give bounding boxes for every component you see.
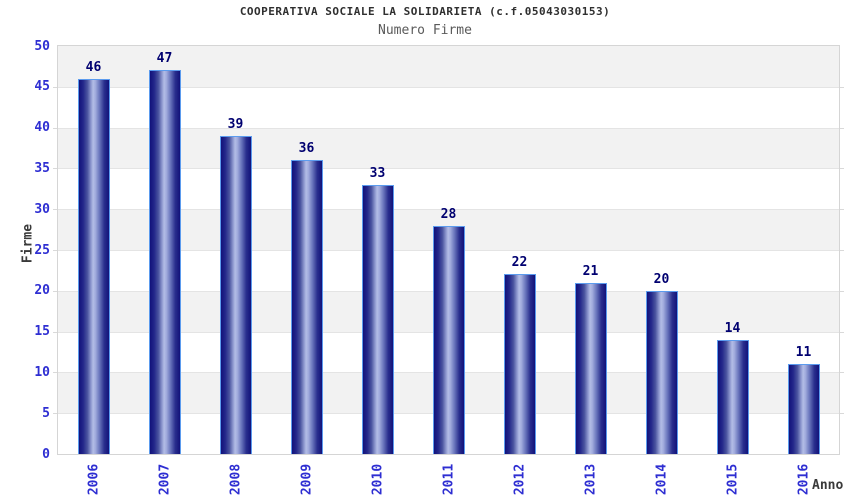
grid-band <box>58 168 839 210</box>
bar-2014 <box>645 290 678 454</box>
x-tick-label-2008: 2008 <box>228 463 243 496</box>
axis-tick-mark <box>840 413 844 415</box>
y-tick-label: 45 <box>34 79 50 95</box>
axis-tick-mark <box>840 331 844 333</box>
x-tick-label-2014: 2014 <box>654 463 669 496</box>
chart-title: COOPERATIVA SOCIALE LA SOLIDARIETA (c.f.… <box>239 5 611 18</box>
bar-2016 <box>787 364 820 454</box>
bar-2013 <box>574 282 607 454</box>
y-tick-label: 0 <box>42 446 50 462</box>
x-tick-label-2012: 2012 <box>512 463 527 496</box>
axis-tick-mark <box>840 168 844 170</box>
y-tick-label: 5 <box>42 405 50 421</box>
axis-tick-mark <box>840 127 844 129</box>
chart-subtitle: Numero Firme <box>378 23 472 38</box>
bar-value-label: 36 <box>298 141 315 157</box>
axis-tick-mark <box>53 86 57 88</box>
axis-tick-mark <box>53 290 57 292</box>
y-tick-label: 10 <box>34 364 50 380</box>
axis-tick-mark <box>53 413 57 415</box>
y-tick-label: 30 <box>34 201 50 217</box>
bar-2010 <box>361 184 394 454</box>
bar-2012 <box>503 274 536 454</box>
y-tick-label: 50 <box>34 38 50 54</box>
grid-band <box>58 86 839 128</box>
axis-tick-mark <box>840 86 844 88</box>
bar-2006 <box>77 78 110 454</box>
axis-tick-mark <box>53 372 57 374</box>
bar-value-label: 14 <box>724 320 741 336</box>
axis-tick-mark <box>840 372 844 374</box>
grid-band <box>58 127 839 169</box>
bar-value-label: 11 <box>795 345 812 361</box>
x-tick-label-2013: 2013 <box>583 463 598 496</box>
bar-value-label: 28 <box>440 206 457 222</box>
bar-value-label: 33 <box>369 165 386 181</box>
grid-band <box>58 46 839 87</box>
x-tick-label-2015: 2015 <box>725 463 740 496</box>
y-tick-label: 35 <box>34 160 50 176</box>
axis-tick-mark <box>53 250 57 251</box>
bar-value-label: 47 <box>156 51 173 67</box>
bar-value-label: 22 <box>511 255 528 271</box>
x-tick-label-2011: 2011 <box>441 463 456 496</box>
bar-2007 <box>148 70 181 454</box>
x-tick-label-2006: 2006 <box>86 463 101 496</box>
axis-tick-mark <box>53 331 57 333</box>
bar-value-label: 46 <box>85 59 102 75</box>
x-tick-label-2007: 2007 <box>157 463 172 496</box>
y-tick-label: 20 <box>34 283 50 299</box>
bar-2009 <box>290 160 323 454</box>
x-tick-label-2009: 2009 <box>299 463 314 496</box>
bar-value-label: 39 <box>227 116 244 132</box>
bar-2008 <box>219 135 252 454</box>
x-tick-label-2010: 2010 <box>370 463 385 496</box>
axis-tick-mark <box>53 168 57 170</box>
bar-value-label: 21 <box>582 263 599 279</box>
bar-2015 <box>716 339 749 454</box>
y-tick-label: 15 <box>34 324 50 340</box>
axis-tick-mark <box>840 209 844 211</box>
axis-tick-mark <box>840 250 844 251</box>
bar-value-label: 20 <box>653 271 670 287</box>
y-tick-label: 40 <box>34 120 50 136</box>
plot-area: 46 47 39 36 33 28 22 21 20 14 11 <box>57 45 840 455</box>
axis-tick-mark <box>840 290 844 292</box>
x-tick-label-2016: 2016 <box>796 463 811 496</box>
y-tick-label: 25 <box>34 242 50 258</box>
axis-tick-mark <box>53 127 57 129</box>
x-axis-label: Anno <box>812 478 844 493</box>
axis-tick-mark <box>53 209 57 211</box>
bar-2011 <box>432 225 465 454</box>
